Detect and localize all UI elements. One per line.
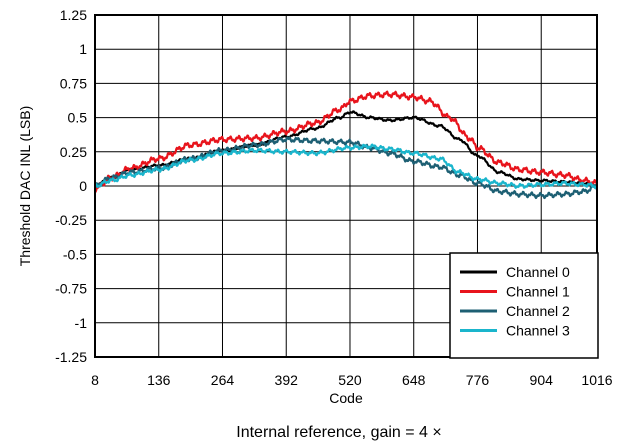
y-tick-label: -0.25 <box>55 212 87 228</box>
x-tick-label: 648 <box>402 372 426 388</box>
legend-label: Channel 1 <box>506 284 570 300</box>
y-tick-label: 0.75 <box>60 75 87 91</box>
y-tick-labels: 1.25 1 0.75 0.5 0.25 0 -0.25 -0.5 -0.75 -1 -1.25 <box>55 7 87 365</box>
x-tick-label: 136 <box>147 372 171 388</box>
y-tick-label: -1.25 <box>55 349 87 365</box>
legend-label: Channel 3 <box>506 323 570 339</box>
x-tick-label: 904 <box>530 372 554 388</box>
x-tick-label: 776 <box>466 372 490 388</box>
chart-caption: Internal reference, gain = 4 × <box>236 424 441 441</box>
y-axis-title: Threshold DAC INL (LSB) <box>17 106 33 267</box>
x-tick-labels: 8 136 264 392 520 648 776 904 1016 <box>91 372 613 388</box>
legend-label: Channel 0 <box>506 264 570 280</box>
x-axis-title: Code <box>329 390 363 406</box>
legend-label: Channel 2 <box>506 303 570 319</box>
y-tick-label: -0.5 <box>63 246 87 262</box>
y-tick-label: -0.75 <box>55 281 87 297</box>
x-tick-label: 8 <box>91 372 99 388</box>
legend: Channel 0 Channel 1 Channel 2 Channel 3 <box>449 252 599 359</box>
series-line-1 <box>94 90 598 193</box>
y-tick-label: 0 <box>79 178 87 194</box>
y-tick-label: 0.5 <box>68 110 88 126</box>
x-tick-label: 264 <box>211 372 235 388</box>
x-tick-label: 520 <box>338 372 362 388</box>
series-layer <box>94 90 598 200</box>
plot-frame <box>94 14 598 358</box>
x-tick-label: 1016 <box>581 372 612 388</box>
y-tick-label: 0.25 <box>60 144 87 160</box>
x-tick-label: 392 <box>275 372 299 388</box>
series-line-0 <box>94 110 598 188</box>
y-tick-label: 1 <box>79 41 87 57</box>
series-line-3 <box>94 143 598 190</box>
y-tick-label: -1 <box>75 315 88 331</box>
y-tick-label: 1.25 <box>60 7 87 23</box>
